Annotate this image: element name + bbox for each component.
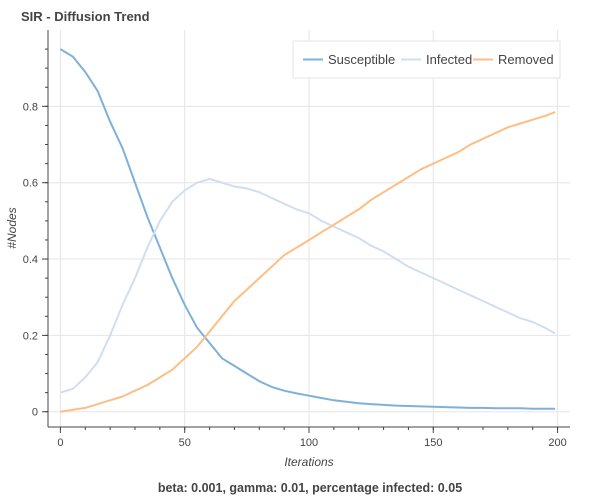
- x-tick-label: 200: [548, 437, 566, 449]
- x-axis-label: Iterations: [284, 455, 333, 469]
- y-axis-label: #Nodes: [5, 207, 19, 248]
- grid: [48, 30, 570, 427]
- y-tick-label: 0.8: [23, 101, 38, 113]
- x-tick-label: 150: [424, 437, 442, 449]
- series-lines: [59, 48, 556, 413]
- ticks: 0 0.2 0.4 0.6 0.8 0 50 100 150 200: [23, 48, 567, 449]
- legend: Susceptible Infected Removed: [292, 40, 561, 79]
- chart-title: SIR - Diffusion Trend: [21, 9, 150, 24]
- y-tick-label: 0.2: [23, 330, 38, 342]
- y-tick-label: 0.4: [23, 254, 38, 266]
- legend-label-removed: Removed: [498, 52, 554, 67]
- chart-caption: beta: 0.001, gamma: 0.01, percentage inf…: [157, 481, 463, 495]
- series-line-susceptible: [59, 48, 556, 410]
- series-line-removed: [60, 111, 556, 413]
- y-tick-label: 0: [32, 407, 38, 419]
- x-tick-label: 100: [300, 437, 318, 449]
- y-tick-label: 0.6: [23, 178, 38, 190]
- legend-label-susceptible: Susceptible: [328, 52, 395, 67]
- legend-label-infected: Infected: [426, 52, 472, 67]
- series-line-infected: [60, 177, 556, 394]
- x-tick-label: 50: [179, 437, 191, 449]
- x-tick-label: 0: [57, 437, 63, 449]
- legend-box: [292, 40, 561, 79]
